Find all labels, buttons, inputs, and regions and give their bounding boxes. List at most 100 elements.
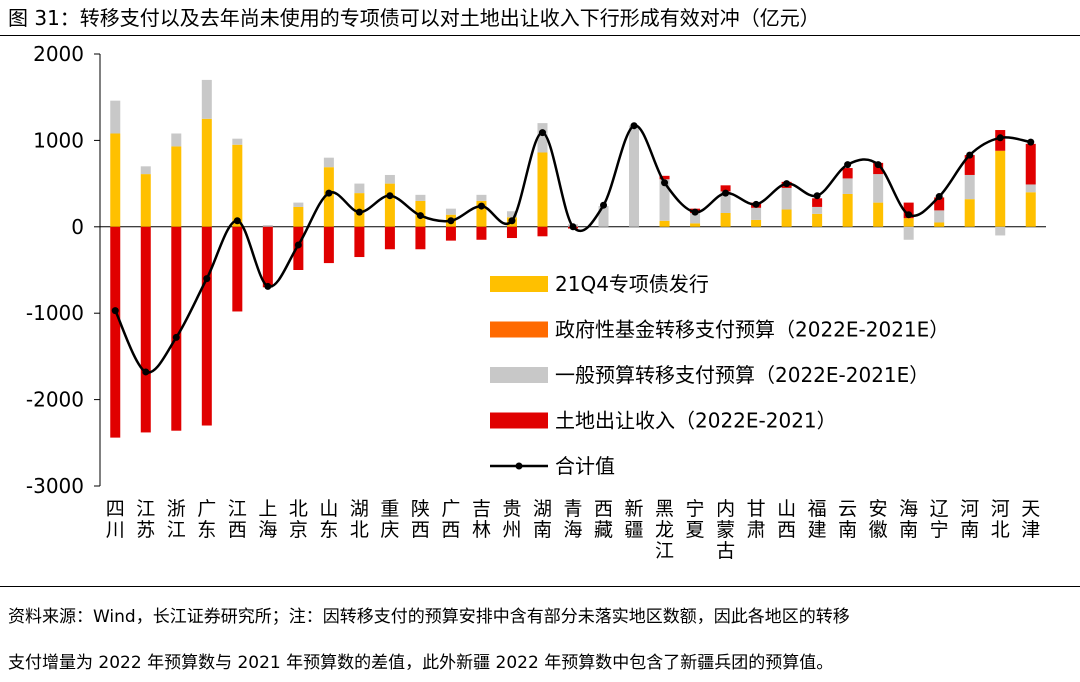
- legend-label: 政府性基金转移支付预算（2022E-2021E）: [555, 318, 949, 342]
- y-tick-label: 1000: [33, 128, 84, 152]
- bar-segment: [659, 220, 670, 227]
- bar-segment: [171, 133, 182, 147]
- bar-segment: [781, 187, 792, 210]
- bar-segment: [995, 150, 1006, 227]
- bar-segment: [964, 155, 975, 175]
- bar-segment: [537, 152, 548, 227]
- bar-segment: [140, 174, 151, 227]
- x-tick-label: 江苏: [136, 498, 155, 541]
- legend-label: 21Q4专项债发行: [555, 272, 709, 296]
- bar-segment: [690, 223, 701, 227]
- bar-segment: [476, 194, 487, 201]
- bar-segment: [934, 197, 945, 211]
- bar-segment: [293, 202, 304, 207]
- x-tick-label: 云南: [838, 498, 857, 541]
- figure-title: 图 31：转移支付以及去年尚未使用的专项债可以对土地出让收入下行形成有效对冲（亿…: [8, 6, 820, 30]
- bar-segment: [110, 133, 121, 227]
- bar-segment: [384, 226, 395, 250]
- bar-segment: [720, 185, 731, 192]
- bar-segment: [171, 226, 182, 431]
- bar-segment: [445, 226, 456, 241]
- bar-segment: [232, 226, 243, 312]
- bar-segment: [842, 178, 853, 194]
- total-point: [874, 161, 882, 169]
- total-point: [813, 192, 821, 200]
- bar-segment: [201, 226, 212, 426]
- total-point: [508, 217, 516, 225]
- legend-swatch: [490, 321, 548, 338]
- x-tick-label: 山西: [777, 498, 796, 541]
- bar-segment: [659, 179, 670, 221]
- bar-segment: [323, 157, 334, 168]
- source-note-line-2: 支付增量为 2022 年预算数与 2021 年预算数的差值，此外新疆 2022 …: [8, 653, 834, 673]
- x-tick-label: 江西: [228, 498, 247, 541]
- bar-segment: [323, 226, 334, 264]
- total-point: [1027, 138, 1035, 146]
- legend-label: 一般预算转移支付预算（2022E-2021E）: [555, 363, 929, 387]
- bar-segment: [476, 200, 487, 227]
- total-point: [264, 282, 272, 290]
- bar-segment: [720, 212, 731, 227]
- total-point: [355, 208, 363, 216]
- chart: 2000 1000 0 -1000 -2000 -3000 四川江苏浙江广东江西上海北京山东…: [26, 42, 1046, 562]
- y-tick-label: -3000: [26, 474, 84, 498]
- bar-segment: [415, 194, 426, 201]
- bar-segment: [934, 210, 945, 223]
- bar-segment: [873, 174, 884, 203]
- total-point: [416, 212, 424, 220]
- x-tick-label: 广东: [197, 498, 216, 541]
- x-tick-label: 吉林: [472, 498, 491, 541]
- bar-segment: [812, 206, 823, 214]
- bar-segment: [201, 79, 212, 119]
- x-tick-label: 青海: [563, 498, 582, 541]
- bar-segment: [506, 226, 517, 239]
- bar-segment: [903, 202, 914, 219]
- bar-segment: [812, 213, 823, 227]
- source-note-line-1: 资料来源：Wind，长江证券研究所；注：因转移支付的预算安排中含有部分未落实地区…: [8, 607, 850, 627]
- bar-segment: [140, 226, 151, 433]
- total-point: [447, 217, 455, 225]
- footer-divider: [0, 586, 1080, 587]
- bar-segment: [842, 168, 853, 179]
- total-point: [477, 202, 485, 210]
- total-point: [996, 134, 1004, 142]
- bar-segment: [415, 226, 426, 250]
- bar-segment: [201, 118, 212, 227]
- bar-segment: [384, 183, 395, 227]
- x-tick-label: 河北: [991, 498, 1010, 541]
- bar-segment: [262, 226, 273, 288]
- x-tick-label: 浙江: [167, 498, 186, 541]
- bar-segment: [506, 211, 517, 218]
- total-point: [691, 208, 699, 216]
- x-tick-label: 湖南: [533, 498, 552, 541]
- total-point: [569, 223, 577, 231]
- bar-segment: [445, 208, 456, 215]
- bar-segment: [842, 193, 853, 227]
- x-tick-label: 西藏: [594, 498, 613, 541]
- bar-segment: [720, 191, 731, 213]
- bar-segment: [903, 226, 914, 240]
- legend-label: 土地出让收入（2022E-2021）: [555, 409, 837, 433]
- total-point: [722, 189, 730, 197]
- legend-marker: [515, 462, 523, 470]
- total-point: [111, 307, 119, 315]
- bar-segment: [995, 226, 1006, 236]
- total-point: [142, 368, 150, 376]
- total-point: [966, 151, 974, 159]
- total-point: [905, 211, 913, 219]
- bar-segment: [537, 226, 548, 237]
- x-tick-label: 广西: [441, 498, 460, 541]
- x-tick-label: 陕西: [411, 498, 430, 541]
- bar-segment: [232, 144, 243, 227]
- bar-segment: [354, 226, 365, 258]
- bar-segment: [171, 146, 182, 227]
- x-tick-label: 上海: [258, 498, 277, 541]
- y-tick-label: 2000: [33, 42, 84, 66]
- bar-segment: [781, 209, 792, 227]
- x-tick-label: 海南: [899, 498, 918, 541]
- bar-segment: [629, 125, 640, 227]
- total-point: [172, 333, 180, 341]
- bar-segment: [934, 222, 945, 227]
- bar-segment: [140, 166, 151, 175]
- total-point: [233, 217, 241, 225]
